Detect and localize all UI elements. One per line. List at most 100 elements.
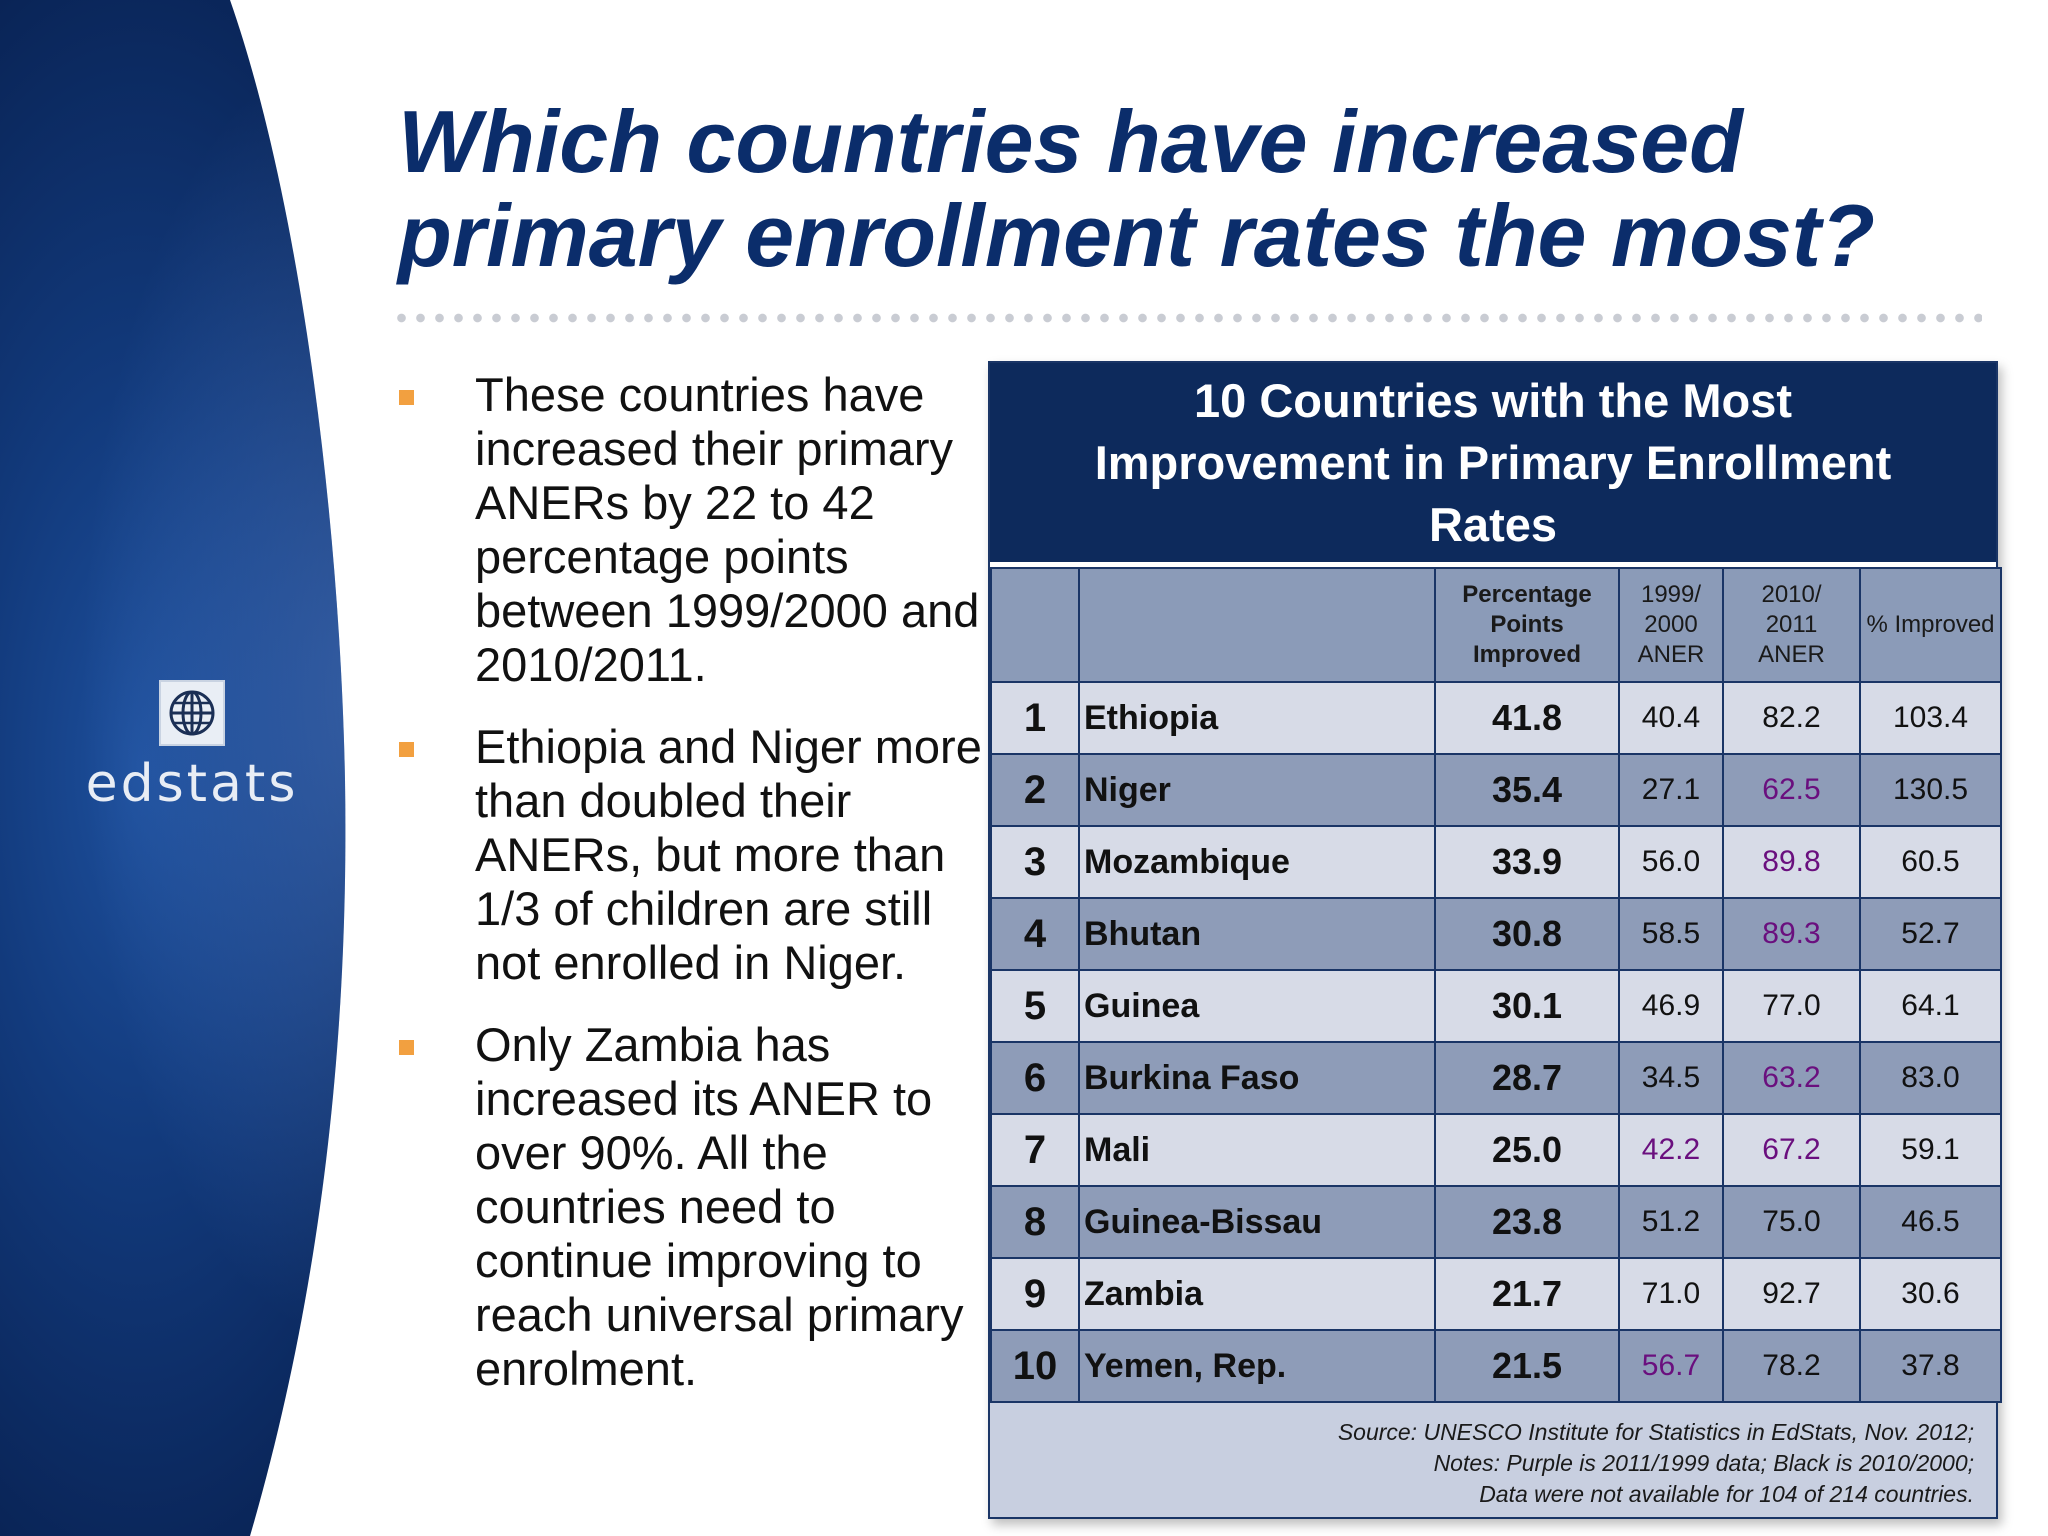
table-row: 3 Mozambique 33.9 56.0 89.8 60.5 <box>990 825 2002 899</box>
bullet-text: Only Zambia has increased its ANER to ov… <box>475 1018 964 1395</box>
cell-aner-1999: 58.5 <box>1618 897 1724 971</box>
header-aner1-l2: 2000 <box>1644 611 1698 638</box>
logo-text: edstats <box>85 754 299 814</box>
cell-pct: 59.1 <box>1859 1113 2002 1187</box>
cell-aner-2010: 89.8 <box>1722 825 1861 899</box>
cell-pct: 83.0 <box>1859 1041 2002 1115</box>
cell-pct: 30.6 <box>1859 1257 2002 1331</box>
edstats-logo: edstats <box>62 680 322 814</box>
source-line-2: Notes: Purple is 2011/1999 data; Black i… <box>1433 1450 1974 1476</box>
header-points-l3: Improved <box>1472 641 1582 668</box>
cell-country: Guinea-Bissau <box>1078 1185 1436 1259</box>
cell-pct: 46.5 <box>1859 1185 2002 1259</box>
header-aner1-l3: ANER <box>1637 641 1705 668</box>
cell-rank: 10 <box>990 1329 1080 1403</box>
table-row: 4 Bhutan 30.8 58.5 89.3 52.7 <box>990 897 2002 971</box>
slide-title: Which countries have increased primary en… <box>398 95 1998 283</box>
header-rank <box>990 567 1080 683</box>
globe-icon <box>159 680 225 746</box>
table-header-row: Percentage Points Improved 1999/2000 ANER 2… <box>990 567 2002 683</box>
cell-pct: 37.8 <box>1859 1329 2002 1403</box>
cell-aner-2010: 82.2 <box>1722 681 1861 755</box>
header-country <box>1078 567 1436 683</box>
cell-aner-1999: 40.4 <box>1618 681 1724 755</box>
table-row: 1 Ethiopia 41.8 40.4 82.2 103.4 <box>990 681 2002 755</box>
cell-points: 41.8 <box>1434 681 1620 755</box>
bullet-item: These countries have increased their pri… <box>395 368 995 692</box>
cell-rank: 4 <box>990 897 1080 971</box>
table-row: 6 Burkina Faso 28.7 34.5 63.2 83.0 <box>990 1041 2002 1115</box>
enrollment-table: Percentage Points Improved 1999/2000 ANER 2… <box>990 567 2002 1403</box>
enrollment-table-panel: 10 Countries with the Most Improvement i… <box>988 361 2002 1519</box>
cell-rank: 3 <box>990 825 1080 899</box>
square-bullet-icon <box>399 1040 414 1055</box>
cell-country: Zambia <box>1078 1257 1436 1331</box>
header-pct-improved: % Improved <box>1859 567 2002 683</box>
cell-country: Niger <box>1078 753 1436 827</box>
cell-aner-2010: 75.0 <box>1722 1185 1861 1259</box>
table-title: 10 Countries with the Most Improvement i… <box>990 363 1996 567</box>
cell-country: Guinea <box>1078 969 1436 1043</box>
cell-aner-1999: 71.0 <box>1618 1257 1724 1331</box>
cell-aner-1999: 34.5 <box>1618 1041 1724 1115</box>
cell-country: Ethiopia <box>1078 681 1436 755</box>
cell-country: Yemen, Rep. <box>1078 1329 1436 1403</box>
header-aner1-l1: 1999/ <box>1640 581 1702 608</box>
cell-aner-2010: 67.2 <box>1722 1113 1861 1187</box>
cell-aner-1999: 46.9 <box>1618 969 1724 1043</box>
cell-rank: 6 <box>990 1041 1080 1115</box>
cell-aner-2010: 62.5 <box>1722 753 1861 827</box>
cell-rank: 9 <box>990 1257 1080 1331</box>
header-aner2-l2: 2011 <box>1765 611 1818 638</box>
cell-aner-1999: 27.1 <box>1618 753 1724 827</box>
table-row: 7 Mali 25.0 42.2 67.2 59.1 <box>990 1113 2002 1187</box>
cell-rank: 2 <box>990 753 1080 827</box>
cell-country: Mozambique <box>1078 825 1436 899</box>
cell-points: 33.9 <box>1434 825 1620 899</box>
cell-pct: 64.1 <box>1859 969 2002 1043</box>
source-note: Source: UNESCO Institute for Statistics … <box>990 1403 1996 1510</box>
cell-aner-2010: 77.0 <box>1722 969 1861 1043</box>
source-line-1: Source: UNESCO Institute for Statistics … <box>1337 1419 1974 1445</box>
cell-country: Burkina Faso <box>1078 1041 1436 1115</box>
bullet-text: These countries have increased their pri… <box>475 368 980 691</box>
table-row: 9 Zambia 21.7 71.0 92.7 30.6 <box>990 1257 2002 1331</box>
dotted-divider <box>392 311 1982 325</box>
header-aner-2010: 2010/2011 ANER <box>1722 567 1861 683</box>
source-line-3: Data were not available for 104 of 214 c… <box>1479 1481 1974 1507</box>
cell-aner-1999: 56.0 <box>1618 825 1724 899</box>
square-bullet-icon <box>399 390 414 405</box>
bullet-item: Ethiopia and Niger more than doubled the… <box>395 720 995 990</box>
cell-aner-1999: 51.2 <box>1618 1185 1724 1259</box>
header-aner2-l1: 2010/ <box>1761 581 1822 608</box>
header-points-improved: Percentage Points Improved <box>1434 567 1620 683</box>
table-row: 5 Guinea 30.1 46.9 77.0 64.1 <box>990 969 2002 1043</box>
cell-points: 35.4 <box>1434 753 1620 827</box>
cell-pct: 60.5 <box>1859 825 2002 899</box>
title-line-2: primary enrollment rates the most? <box>398 186 1875 285</box>
title-line-1: Which countries have increased <box>398 92 1743 191</box>
cell-aner-2010: 89.3 <box>1722 897 1861 971</box>
table-row: 2 Niger 35.4 27.1 62.5 130.5 <box>990 753 2002 827</box>
cell-pct: 52.7 <box>1859 897 2002 971</box>
header-points-l2: Points <box>1490 611 1564 638</box>
square-bullet-icon <box>399 742 414 757</box>
header-points-l1: Percentage <box>1462 581 1592 608</box>
cell-points: 30.8 <box>1434 897 1620 971</box>
cell-points: 28.7 <box>1434 1041 1620 1115</box>
cell-points: 23.8 <box>1434 1185 1620 1259</box>
cell-aner-2010: 63.2 <box>1722 1041 1861 1115</box>
cell-country: Mali <box>1078 1113 1436 1187</box>
cell-points: 30.1 <box>1434 969 1620 1043</box>
cell-aner-1999: 56.7 <box>1618 1329 1724 1403</box>
cell-pct: 130.5 <box>1859 753 2002 827</box>
cell-aner-2010: 92.7 <box>1722 1257 1861 1331</box>
table-row: 8 Guinea-Bissau 23.8 51.2 75.0 46.5 <box>990 1185 2002 1259</box>
header-aner-1999: 1999/2000 ANER <box>1618 567 1724 683</box>
cell-pct: 103.4 <box>1859 681 2002 755</box>
cell-points: 21.5 <box>1434 1329 1620 1403</box>
cell-rank: 7 <box>990 1113 1080 1187</box>
cell-aner-2010: 78.2 <box>1722 1329 1861 1403</box>
table-row: 10 Yemen, Rep. 21.5 56.7 78.2 37.8 <box>990 1329 2002 1403</box>
bullet-item: Only Zambia has increased its ANER to ov… <box>395 1018 995 1396</box>
